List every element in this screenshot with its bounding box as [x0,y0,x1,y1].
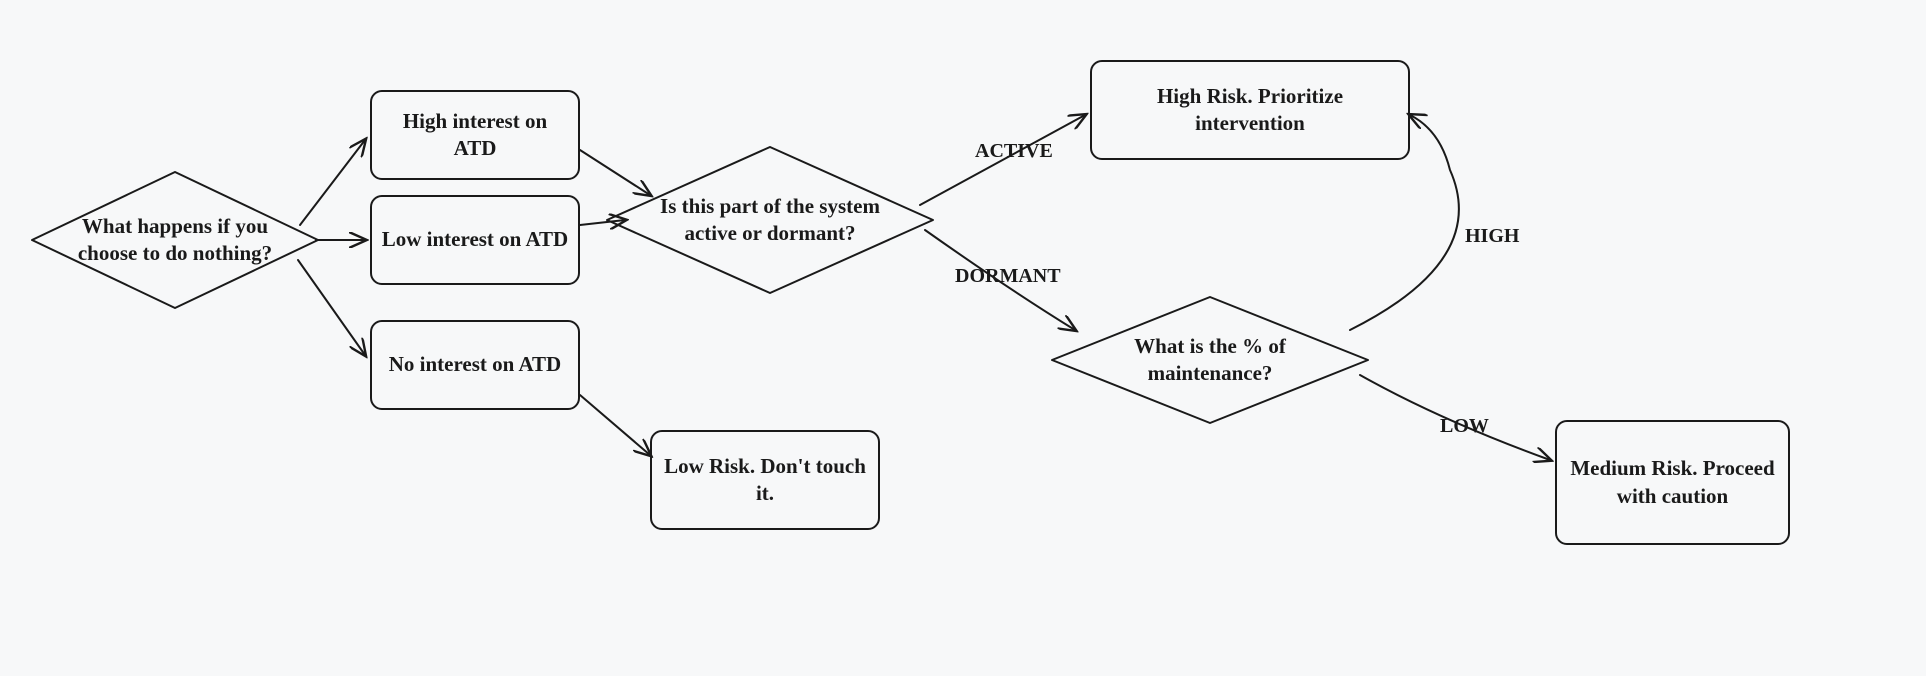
node-label-n5: Is this part of the system active or dor… [605,137,935,303]
node-n4: No interest on ATD [370,320,580,410]
node-label-n4: No interest on ATD [381,343,569,386]
edge-label-n5-n7: ACTIVE [975,140,1053,163]
edges-layer [0,0,1926,676]
node-n2: High interest on ATD [370,90,580,180]
edge-n4-n6 [580,395,650,455]
node-label-n8: What is the % of maintenance? [1050,287,1370,433]
node-label-n6: Low Risk. Don't touch it. [652,445,878,516]
node-n1: What happens if you choose to do nothing… [30,170,320,310]
node-label-n7: High Risk. Prioritize intervention [1092,75,1408,146]
node-label-n3: Low interest on ATD [374,218,576,261]
node-n9: Medium Risk. Proceed with caution [1555,420,1790,545]
node-label-n9: Medium Risk. Proceed with caution [1557,447,1788,518]
node-label-n2: High interest on ATD [372,100,578,171]
edge-label-n5-n8: DORMANT [955,265,1061,288]
node-n3: Low interest on ATD [370,195,580,285]
edge-label-n8-n9: LOW [1440,415,1489,438]
edge-label-n8-n7: HIGH [1465,225,1519,248]
node-n7: High Risk. Prioritize intervention [1090,60,1410,160]
node-n6: Low Risk. Don't touch it. [650,430,880,530]
node-n5: Is this part of the system active or dor… [605,145,935,295]
node-label-n1: What happens if you choose to do nothing… [30,162,320,318]
node-n8: What is the % of maintenance? [1050,295,1370,425]
